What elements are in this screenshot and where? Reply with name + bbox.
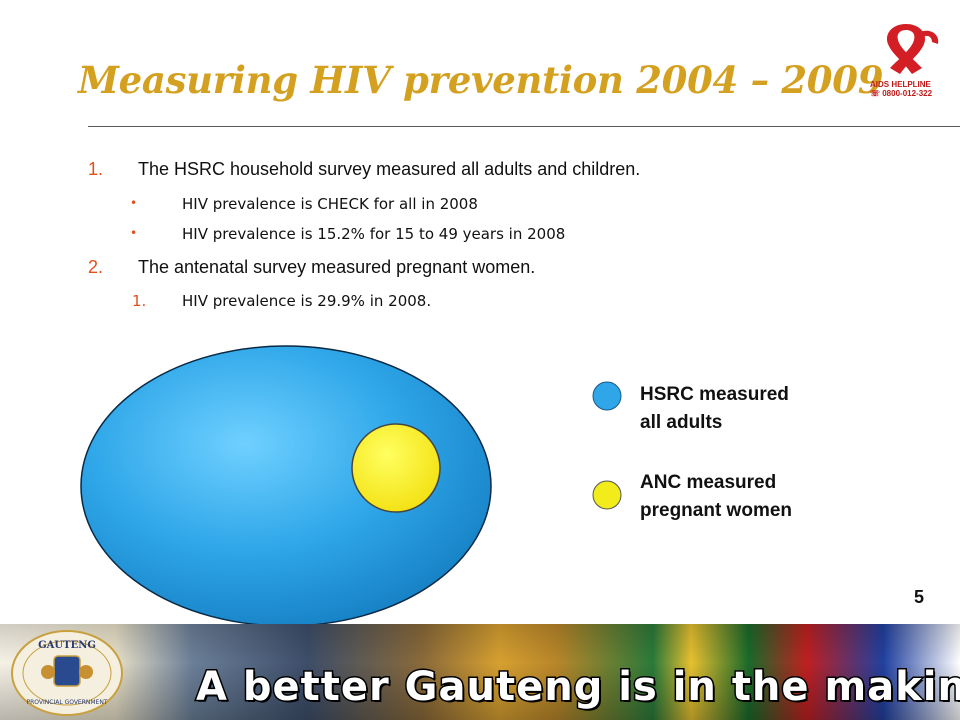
logo-text-line2: ☏ 0800-012-322 [870, 89, 933, 98]
bullet-icon: • [130, 196, 138, 210]
legend-anc-line2: pregnant women [640, 500, 793, 521]
point-2-number: 2. [88, 257, 104, 277]
point-2-text: The antenatal survey measured pregnant w… [138, 257, 536, 277]
legend-item-hsrc: HSRC measured all adults [640, 381, 789, 437]
legend-yellow-dot [592, 480, 622, 510]
legend-anc-line1: ANC measured [640, 472, 777, 493]
point-1-text: The HSRC household survey measured all a… [138, 159, 641, 179]
point-1: 1. The HSRC household survey measured al… [88, 159, 641, 180]
point-1-sub-1: • HIV prevalence is CHECK for all in 200… [130, 195, 478, 213]
logo-text: AIDS HELPLINE ☏ 0800-012-322 [870, 80, 948, 98]
legend-hsrc-line2: all adults [640, 412, 723, 433]
anc-population-circle [351, 423, 441, 513]
point-1-sub-1-text: HIV prevalence is CHECK for all in 2008 [182, 195, 478, 213]
point-2: 2. The antenatal survey measured pregnan… [88, 257, 536, 278]
legend-hsrc-line1: HSRC measured [640, 384, 789, 405]
bullet-icon: • [130, 226, 138, 240]
legend-blue-dot [592, 381, 622, 411]
page-number: 5 [914, 587, 925, 607]
logo-text-line1: AIDS HELPLINE [870, 80, 931, 89]
point-1-number: 1. [88, 159, 104, 179]
title-divider [88, 126, 960, 127]
legend-item-anc: ANC measured pregnant women [640, 469, 792, 525]
point-2-sub-1-number: 1. [132, 292, 147, 310]
footer-slogan: A better Gauteng is in the making [195, 663, 960, 712]
point-2-sub-1: 1. HIV prevalence is 29.9% in 2008. [132, 292, 432, 310]
point-2-sub-1-text: HIV prevalence is 29.9% in 2008. [182, 292, 432, 310]
prevalence-diagram [80, 345, 492, 627]
aids-ribbon-icon [886, 24, 939, 74]
slide-title: Measuring HIV prevention 2004 – 2009 [78, 58, 884, 102]
point-1-sub-2: • HIV prevalence is 15.2% for 15 to 49 y… [130, 225, 566, 243]
point-1-sub-2-text: HIV prevalence is 15.2% for 15 to 49 yea… [182, 225, 566, 243]
footer-banner: GAUTENG PROVINCIAL GOVERNMENT A better G… [0, 624, 960, 720]
crest-subtitle: PROVINCIAL GOVERNMENT [26, 699, 107, 706]
crest-word: GAUTENG [38, 640, 96, 651]
gauteng-crest-icon: GAUTENG PROVINCIAL GOVERNMENT [11, 630, 123, 716]
